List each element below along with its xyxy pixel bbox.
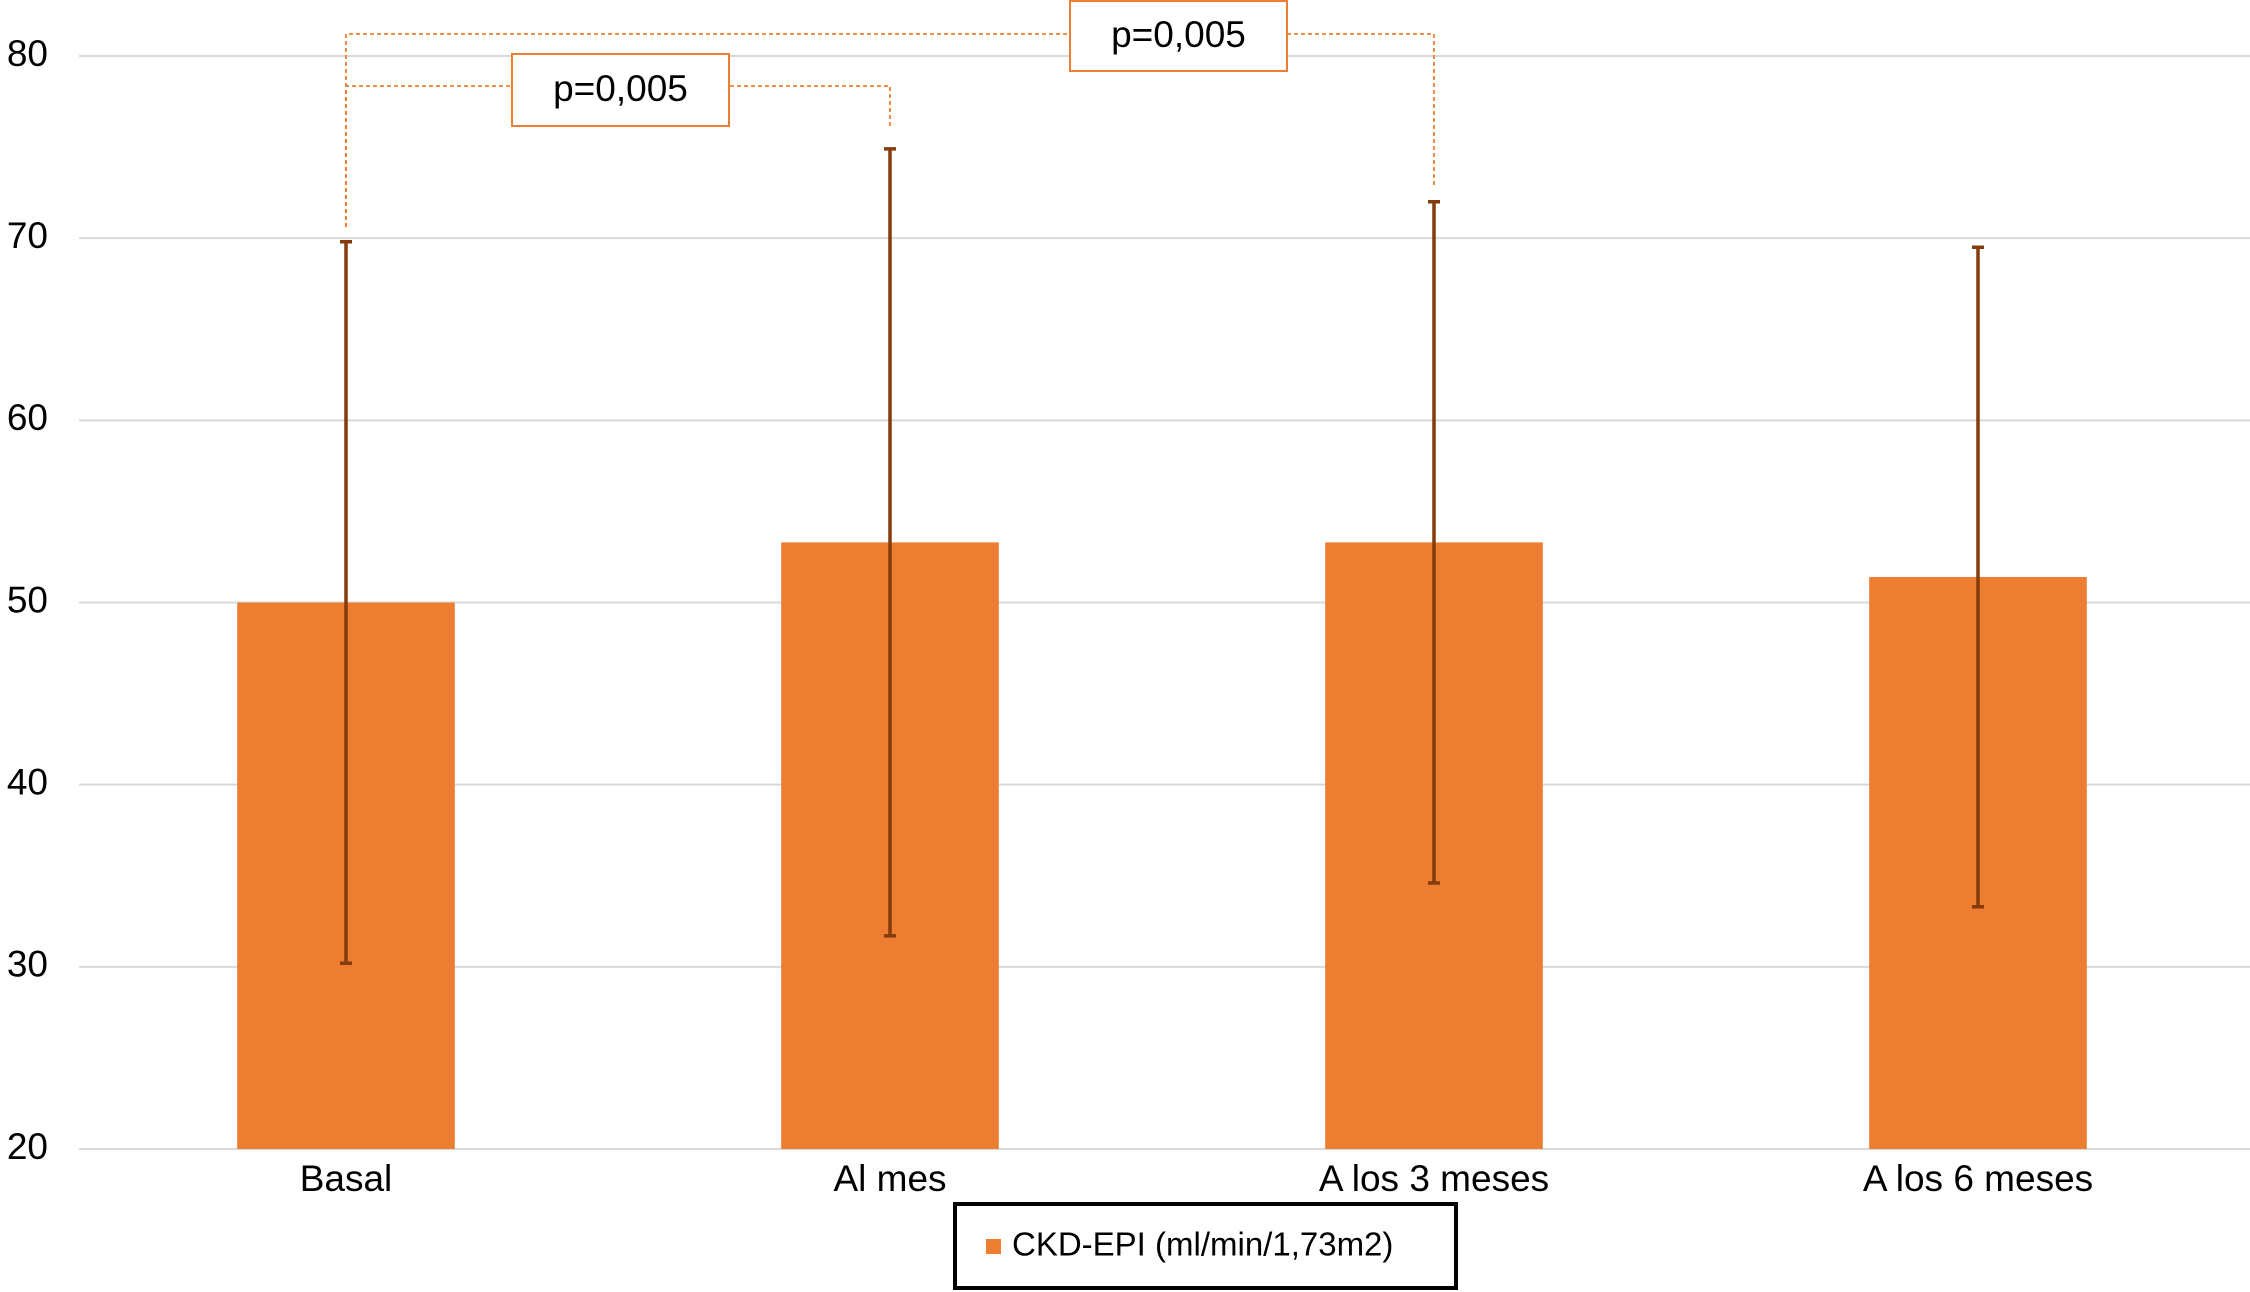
x-tick-label: Al mes	[833, 1158, 946, 1199]
x-tick-label: A los 3 meses	[1319, 1158, 1549, 1199]
y-tick-label: 40	[7, 761, 48, 802]
annotation: p=0,005	[1111, 14, 1246, 55]
y-tick-label: 20	[7, 1126, 48, 1167]
error-bar	[340, 240, 352, 965]
x-tick-label: A los 6 meses	[1863, 1158, 2093, 1199]
error-bar	[1428, 199, 1440, 885]
error-bar	[1972, 245, 1984, 909]
x-tick-label: Basal	[300, 1158, 393, 1199]
annotation: p=0,005	[553, 68, 688, 109]
legend-label: CKD-EPI (ml/min/1,73m2)	[1012, 1226, 1393, 1263]
annotation-box	[511, 53, 730, 127]
y-tick-label: 60	[7, 397, 48, 438]
legend-swatch	[986, 1239, 1001, 1254]
error-bar	[884, 147, 896, 938]
y-tick-label: 70	[7, 215, 48, 256]
significance-bracket	[345, 33, 1435, 227]
y-tick-label: 80	[7, 33, 48, 74]
y-tick-label: 50	[7, 579, 48, 620]
annotation-box	[1069, 0, 1288, 72]
legend-box	[953, 1202, 1458, 1290]
y-tick-label: 30	[7, 944, 48, 985]
